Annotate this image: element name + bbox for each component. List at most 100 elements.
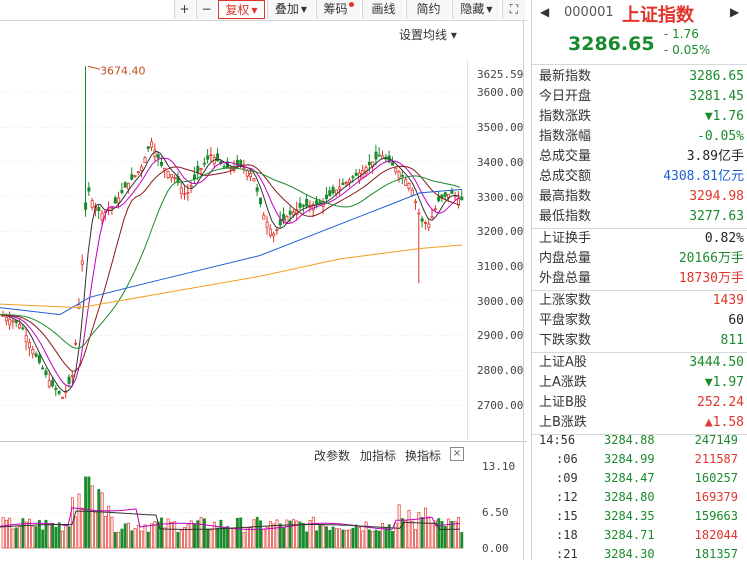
volume-bar — [262, 528, 266, 549]
volume-bar — [117, 531, 121, 549]
separator — [532, 352, 747, 353]
price-axis-label: 2800.00 — [477, 364, 524, 377]
kline-candle — [262, 214, 266, 220]
tick-row[interactable]: 14:56 3284.88 247149 — [532, 430, 747, 450]
zoom-out-button[interactable]: − — [196, 0, 216, 19]
kline-candle — [278, 219, 282, 226]
volume-bar — [358, 526, 361, 549]
volume-bar — [94, 511, 97, 549]
stat-label: 最高指数 — [539, 189, 592, 204]
volume-bar — [259, 520, 262, 549]
overlay-button[interactable]: 叠加 ▼ — [267, 0, 314, 19]
zoom-in-button[interactable]: + — [174, 0, 194, 19]
kline-candle — [169, 174, 173, 178]
volume-bar — [437, 518, 441, 549]
kline-candle — [11, 320, 15, 323]
volume-bar — [404, 520, 408, 549]
hide-button[interactable]: 隐藏 ▼ — [452, 0, 500, 19]
price-axis-label: 3500.00 — [477, 121, 524, 134]
kline-candle — [120, 190, 124, 194]
kline-candle — [315, 200, 319, 205]
volume-bar — [100, 492, 104, 549]
volume-bar — [133, 528, 137, 549]
stat-value: ▲1.58 — [704, 415, 744, 430]
kline-candle — [90, 200, 94, 208]
chips-button[interactable]: 筹码 — [316, 0, 360, 19]
kline-chart[interactable]: 3674.40 — [0, 0, 527, 560]
kline-candle — [8, 318, 12, 326]
volume-bar — [173, 521, 177, 549]
volume-bar — [249, 527, 253, 549]
volume-axis-label: 6.50 — [482, 506, 509, 519]
volume-bar — [430, 523, 434, 549]
expand-icon[interactable]: ⛶ — [502, 0, 525, 19]
close-indicator-icon[interactable]: × — [450, 447, 464, 461]
tick-row[interactable]: :21 3284.30 181357 — [532, 544, 747, 564]
tick-row[interactable]: :06 3284.99 211587 — [532, 449, 747, 469]
stat-row: 上证换手 0.82% — [532, 229, 747, 249]
volume-bar — [127, 522, 130, 549]
stat-value: 811 — [720, 333, 744, 348]
kline-candle — [410, 189, 414, 196]
volume-bar — [153, 521, 157, 549]
kline-candle — [179, 187, 183, 194]
tick-price: 3284.99 — [604, 452, 655, 466]
volume-bar — [285, 519, 289, 549]
volume-bar — [275, 519, 279, 549]
back-arrow-icon[interactable]: ◀ — [540, 5, 550, 19]
kline-candle — [275, 228, 279, 231]
stat-value: 60 — [728, 313, 744, 328]
add-indicator-button[interactable]: 加指标 — [360, 449, 397, 463]
simple-mode-button[interactable]: 简约 — [406, 0, 450, 19]
volume-bar — [450, 520, 454, 549]
kline-candle — [351, 176, 355, 179]
kline-candle — [54, 387, 58, 391]
volume-bar — [143, 524, 147, 549]
kline-candle — [51, 380, 55, 387]
volume-bar — [308, 520, 312, 549]
kline-candle — [437, 196, 441, 202]
tick-row[interactable]: :15 3284.35 159663 — [532, 506, 747, 526]
stat-row: 指数涨幅 -0.05% — [532, 127, 747, 147]
kline-candle — [407, 183, 411, 189]
kline-candle — [288, 210, 292, 215]
volume-bar — [41, 529, 45, 549]
volume-bar — [400, 518, 404, 549]
volume-bar — [295, 520, 299, 549]
kline-candle — [420, 218, 424, 222]
kline-candle — [150, 141, 154, 148]
volume-bar — [245, 527, 249, 549]
tick-row[interactable]: :09 3284.47 160257 — [532, 468, 747, 488]
stat-row: 今日开盘 3281.45 — [532, 87, 747, 107]
kline-candle — [414, 201, 418, 204]
kline-candle — [31, 349, 35, 355]
tick-row[interactable]: :12 3284.80 169379 — [532, 487, 747, 507]
volume-bar — [292, 519, 295, 549]
kline-candle — [133, 175, 137, 177]
stat-row: 上A涨跌 ▼1.97 — [532, 373, 747, 393]
stat-label: 上证A股 — [539, 355, 587, 370]
price-axis-label: 3100.00 — [477, 260, 524, 273]
fuquan-button[interactable]: 复权 ▼ — [218, 0, 265, 19]
stat-row: 指数涨跌 ▼1.76 — [532, 107, 747, 127]
switch-indicator-button[interactable]: 换指标 — [405, 449, 442, 463]
kline-candle — [1, 315, 5, 318]
stat-row: 上涨家数 1439 — [532, 291, 747, 311]
tick-time: :18 — [556, 528, 578, 542]
ma-setting-dropdown[interactable]: 设置均线 ▾ — [399, 28, 457, 42]
tick-row[interactable]: :18 3284.71 182044 — [532, 525, 747, 545]
forward-arrow-icon[interactable]: ▶ — [730, 5, 740, 19]
stat-label: 指数涨幅 — [539, 129, 592, 144]
kline-chart-area[interactable]: 3674.40 + − 复权 ▼ 叠加 ▼ 筹码 画线 简约 隐藏 ▼ ⛶ 设置均线 … — [0, 0, 527, 560]
separator — [532, 228, 747, 229]
volume-bar — [219, 519, 223, 549]
stat-row: 上证A股 3444.50 — [532, 353, 747, 373]
volume-bar — [334, 528, 338, 549]
volume-bar — [301, 522, 305, 549]
ma5-line — [0, 150, 461, 393]
volume-bar — [14, 527, 18, 549]
volume-bar — [186, 524, 190, 549]
change-params-button[interactable]: 改参数 — [314, 449, 351, 463]
draw-line-button[interactable]: 画线 — [362, 0, 404, 19]
volume-bar — [107, 505, 111, 549]
